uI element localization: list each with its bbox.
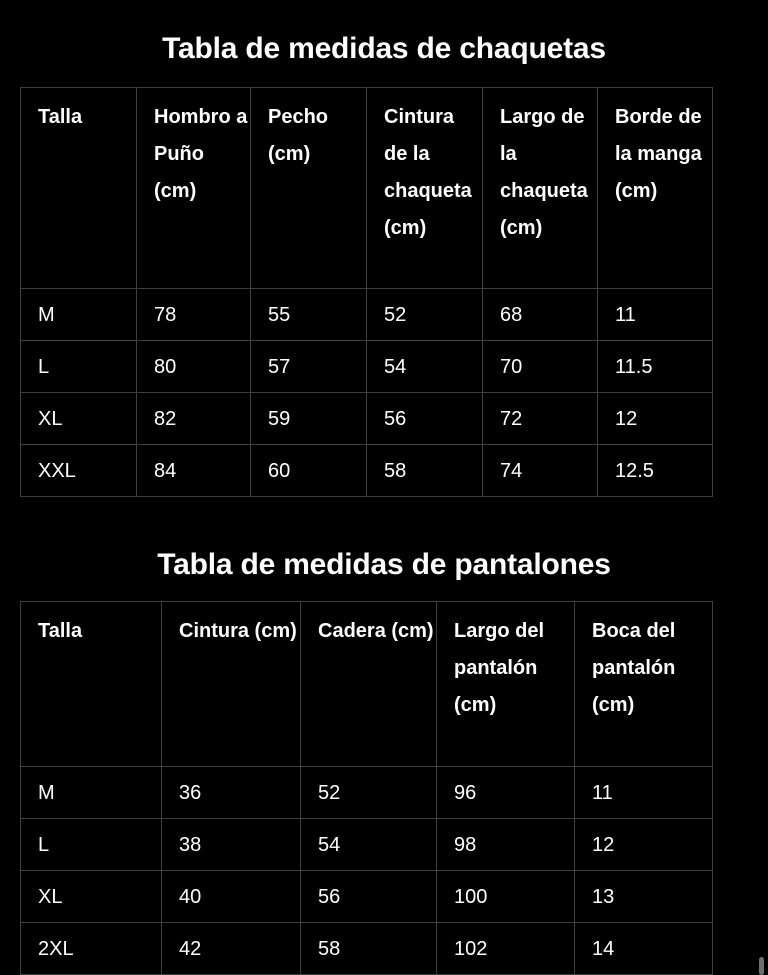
cell-hombro-a-puno: 78 bbox=[136, 288, 251, 342]
cell-cintura: 54 bbox=[366, 340, 483, 394]
cell-borde-manga: 11.5 bbox=[597, 340, 713, 394]
column-header-pecho: Pecho (cm) bbox=[250, 87, 367, 290]
cell-cintura: 58 bbox=[366, 444, 483, 498]
cell-cintura: 52 bbox=[366, 288, 483, 342]
cell-pecho: 57 bbox=[250, 340, 367, 394]
cell-cadera: 58 bbox=[300, 922, 437, 975]
cell-largo-pantalon: 98 bbox=[436, 818, 575, 872]
column-header-hombro-a-puno: Hombro a Puño (cm) bbox=[136, 87, 251, 290]
page-scrollbar[interactable] bbox=[759, 0, 768, 975]
cell-cadera: 52 bbox=[300, 766, 437, 820]
cell-boca-pantalon: 12 bbox=[574, 818, 713, 872]
table-row: XXL 84 60 58 74 12.5 bbox=[20, 444, 713, 498]
column-header-talla: Talla bbox=[20, 87, 137, 290]
column-header-borde-manga: Borde de la manga (cm) bbox=[597, 87, 713, 290]
cell-cintura: 36 bbox=[161, 766, 301, 820]
cell-largo-pantalon: 100 bbox=[436, 870, 575, 924]
cell-borde-manga: 12 bbox=[597, 392, 713, 446]
cell-boca-pantalon: 13 bbox=[574, 870, 713, 924]
table-row: M 78 55 52 68 11 bbox=[20, 288, 713, 342]
cell-talla: M bbox=[20, 288, 137, 342]
table-header-row: Talla Hombro a Puño (cm) Pecho (cm) Cint… bbox=[20, 87, 713, 290]
page-title-jackets: Tabla de medidas de chaquetas bbox=[162, 32, 606, 66]
table-row: L 38 54 98 12 bbox=[20, 818, 713, 872]
cell-largo-pantalon: 102 bbox=[436, 922, 575, 975]
cell-hombro-a-puno: 84 bbox=[136, 444, 251, 498]
column-header-cadera: Cadera (cm) bbox=[300, 601, 437, 768]
cell-cadera: 54 bbox=[300, 818, 437, 872]
cell-cintura: 40 bbox=[161, 870, 301, 924]
cell-hombro-a-puno: 82 bbox=[136, 392, 251, 446]
cell-cintura: 42 bbox=[161, 922, 301, 975]
page-title-pants: Tabla de medidas de pantalones bbox=[157, 548, 611, 582]
table-row: 2XL 42 58 102 14 bbox=[20, 922, 713, 975]
cell-pecho: 59 bbox=[250, 392, 367, 446]
column-header-talla: Talla bbox=[20, 601, 162, 768]
table-row: XL 40 56 100 13 bbox=[20, 870, 713, 924]
column-header-largo-chaqueta: Largo de la chaqueta (cm) bbox=[482, 87, 598, 290]
cell-largo: 74 bbox=[482, 444, 598, 498]
table-row: M 36 52 96 11 bbox=[20, 766, 713, 820]
cell-cadera: 56 bbox=[300, 870, 437, 924]
cell-largo: 72 bbox=[482, 392, 598, 446]
cell-talla: M bbox=[20, 766, 162, 820]
cell-boca-pantalon: 14 bbox=[574, 922, 713, 975]
cell-borde-manga: 11 bbox=[597, 288, 713, 342]
cell-talla: L bbox=[20, 340, 137, 394]
table-row: L 80 57 54 70 11.5 bbox=[20, 340, 713, 394]
cell-cintura: 38 bbox=[161, 818, 301, 872]
cell-talla: XL bbox=[20, 392, 137, 446]
cell-largo-pantalon: 96 bbox=[436, 766, 575, 820]
column-header-cintura: Cintura (cm) bbox=[161, 601, 301, 768]
cell-largo: 68 bbox=[482, 288, 598, 342]
cell-talla: 2XL bbox=[20, 922, 162, 975]
jackets-size-table: Talla Hombro a Puño (cm) Pecho (cm) Cint… bbox=[20, 87, 713, 498]
column-header-cintura-chaqueta: Cintura de la chaqueta (cm) bbox=[366, 87, 483, 290]
cell-boca-pantalon: 11 bbox=[574, 766, 713, 820]
scrollbar-thumb[interactable] bbox=[759, 957, 764, 975]
column-header-boca-pantalon: Boca del pantalón (cm) bbox=[574, 601, 713, 768]
cell-pecho: 55 bbox=[250, 288, 367, 342]
cell-hombro-a-puno: 80 bbox=[136, 340, 251, 394]
cell-talla: L bbox=[20, 818, 162, 872]
cell-talla: XXL bbox=[20, 444, 137, 498]
column-header-largo-pantalon: Largo del pantalón (cm) bbox=[436, 601, 575, 768]
cell-talla: XL bbox=[20, 870, 162, 924]
cell-cintura: 56 bbox=[366, 392, 483, 446]
cell-largo: 70 bbox=[482, 340, 598, 394]
cell-pecho: 60 bbox=[250, 444, 367, 498]
table-row: XL 82 59 56 72 12 bbox=[20, 392, 713, 446]
table-header-row: Talla Cintura (cm) Cadera (cm) Largo del… bbox=[20, 601, 713, 768]
pants-size-table: Talla Cintura (cm) Cadera (cm) Largo del… bbox=[20, 601, 713, 975]
cell-borde-manga: 12.5 bbox=[597, 444, 713, 498]
